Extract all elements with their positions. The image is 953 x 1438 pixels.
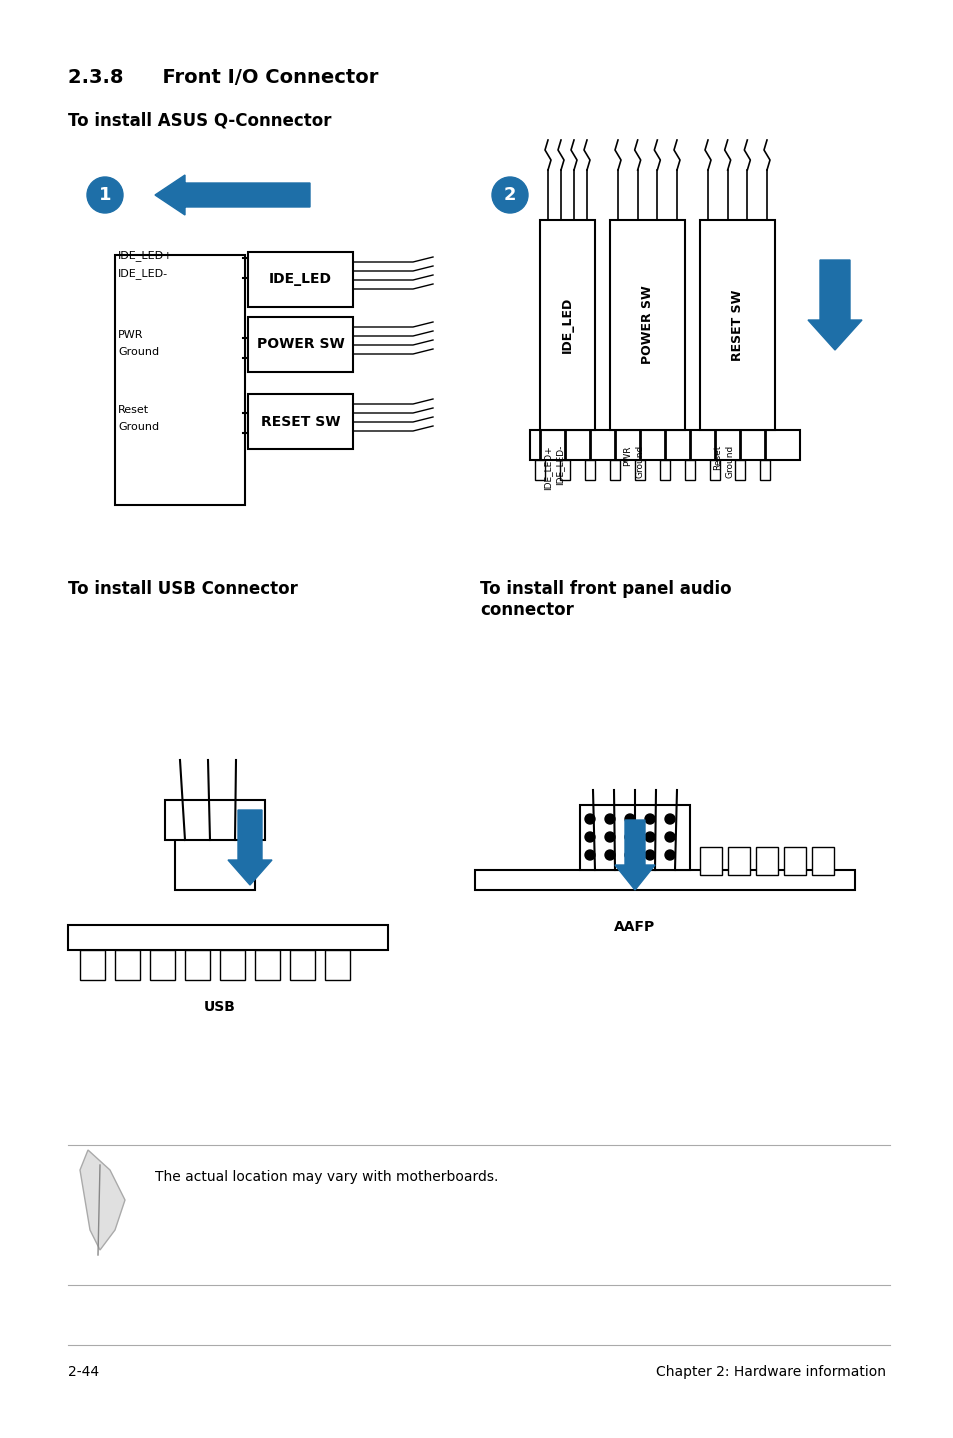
Text: Ground: Ground	[118, 347, 159, 357]
Circle shape	[644, 814, 655, 824]
Text: USB: USB	[204, 999, 235, 1014]
FancyBboxPatch shape	[535, 460, 544, 480]
Circle shape	[584, 814, 595, 824]
Circle shape	[492, 177, 527, 213]
Text: Ground: Ground	[635, 444, 644, 479]
FancyBboxPatch shape	[609, 460, 619, 480]
Polygon shape	[228, 810, 272, 884]
Text: IDE_LED+: IDE_LED+	[543, 444, 552, 489]
FancyBboxPatch shape	[325, 951, 350, 981]
Text: IDE_LED: IDE_LED	[269, 272, 332, 286]
Circle shape	[644, 850, 655, 860]
Circle shape	[87, 177, 123, 213]
FancyBboxPatch shape	[727, 847, 749, 874]
Text: Reset: Reset	[713, 444, 721, 470]
FancyBboxPatch shape	[115, 951, 140, 981]
FancyBboxPatch shape	[684, 460, 695, 480]
FancyBboxPatch shape	[248, 316, 353, 372]
Text: IDE_LED: IDE_LED	[560, 296, 574, 354]
FancyBboxPatch shape	[700, 220, 774, 430]
Text: To install ASUS Q-Connector: To install ASUS Q-Connector	[68, 112, 331, 129]
Text: To install USB Connector: To install USB Connector	[68, 580, 297, 598]
FancyBboxPatch shape	[165, 800, 265, 840]
FancyBboxPatch shape	[609, 220, 684, 430]
FancyBboxPatch shape	[68, 925, 388, 951]
Text: Reset: Reset	[118, 406, 149, 416]
Circle shape	[584, 833, 595, 843]
FancyBboxPatch shape	[559, 460, 569, 480]
FancyBboxPatch shape	[475, 870, 854, 890]
Circle shape	[624, 833, 635, 843]
Circle shape	[604, 850, 615, 860]
FancyBboxPatch shape	[584, 460, 595, 480]
FancyBboxPatch shape	[760, 460, 769, 480]
Circle shape	[664, 850, 675, 860]
Text: POWER SW: POWER SW	[256, 338, 344, 351]
FancyBboxPatch shape	[734, 460, 744, 480]
FancyBboxPatch shape	[290, 951, 314, 981]
Text: Ground: Ground	[118, 421, 159, 431]
Text: To install front panel audio
connector: To install front panel audio connector	[479, 580, 731, 618]
FancyBboxPatch shape	[530, 430, 800, 460]
Text: PWR: PWR	[118, 329, 143, 339]
Circle shape	[604, 814, 615, 824]
FancyBboxPatch shape	[185, 951, 210, 981]
FancyBboxPatch shape	[174, 830, 254, 890]
Text: RESET SW: RESET SW	[730, 289, 743, 361]
Polygon shape	[80, 1150, 125, 1250]
FancyBboxPatch shape	[150, 951, 174, 981]
FancyBboxPatch shape	[80, 951, 105, 981]
Text: 2-44: 2-44	[68, 1365, 99, 1379]
FancyBboxPatch shape	[248, 252, 353, 306]
FancyBboxPatch shape	[755, 847, 778, 874]
Circle shape	[604, 833, 615, 843]
Text: POWER SW: POWER SW	[640, 286, 654, 364]
Polygon shape	[154, 175, 310, 216]
Circle shape	[664, 814, 675, 824]
Text: IDE_LED+: IDE_LED+	[118, 250, 173, 260]
FancyBboxPatch shape	[635, 460, 644, 480]
FancyBboxPatch shape	[115, 255, 245, 505]
Text: IDE_LED-: IDE_LED-	[555, 444, 564, 486]
FancyBboxPatch shape	[579, 805, 689, 870]
Circle shape	[624, 814, 635, 824]
FancyBboxPatch shape	[811, 847, 833, 874]
Circle shape	[664, 833, 675, 843]
Text: 2: 2	[503, 186, 516, 204]
Text: AAFP: AAFP	[614, 920, 655, 935]
Text: Ground: Ground	[724, 444, 734, 479]
Text: Chapter 2: Hardware information: Chapter 2: Hardware information	[656, 1365, 885, 1379]
Circle shape	[644, 833, 655, 843]
FancyBboxPatch shape	[254, 951, 280, 981]
Text: PWR: PWR	[623, 444, 632, 466]
FancyBboxPatch shape	[709, 460, 720, 480]
Text: The actual location may vary with motherboards.: The actual location may vary with mother…	[154, 1171, 497, 1183]
Circle shape	[584, 850, 595, 860]
Text: IDE_LED-: IDE_LED-	[118, 267, 168, 279]
FancyBboxPatch shape	[220, 951, 245, 981]
FancyBboxPatch shape	[700, 847, 721, 874]
FancyBboxPatch shape	[659, 460, 669, 480]
Polygon shape	[615, 820, 655, 890]
FancyBboxPatch shape	[248, 394, 353, 449]
FancyBboxPatch shape	[783, 847, 805, 874]
Text: RESET SW: RESET SW	[260, 414, 340, 429]
Circle shape	[624, 850, 635, 860]
Text: 2.3.8  Front I/O Connector: 2.3.8 Front I/O Connector	[68, 68, 378, 88]
FancyBboxPatch shape	[539, 220, 595, 430]
Text: 1: 1	[99, 186, 112, 204]
Polygon shape	[807, 260, 862, 349]
